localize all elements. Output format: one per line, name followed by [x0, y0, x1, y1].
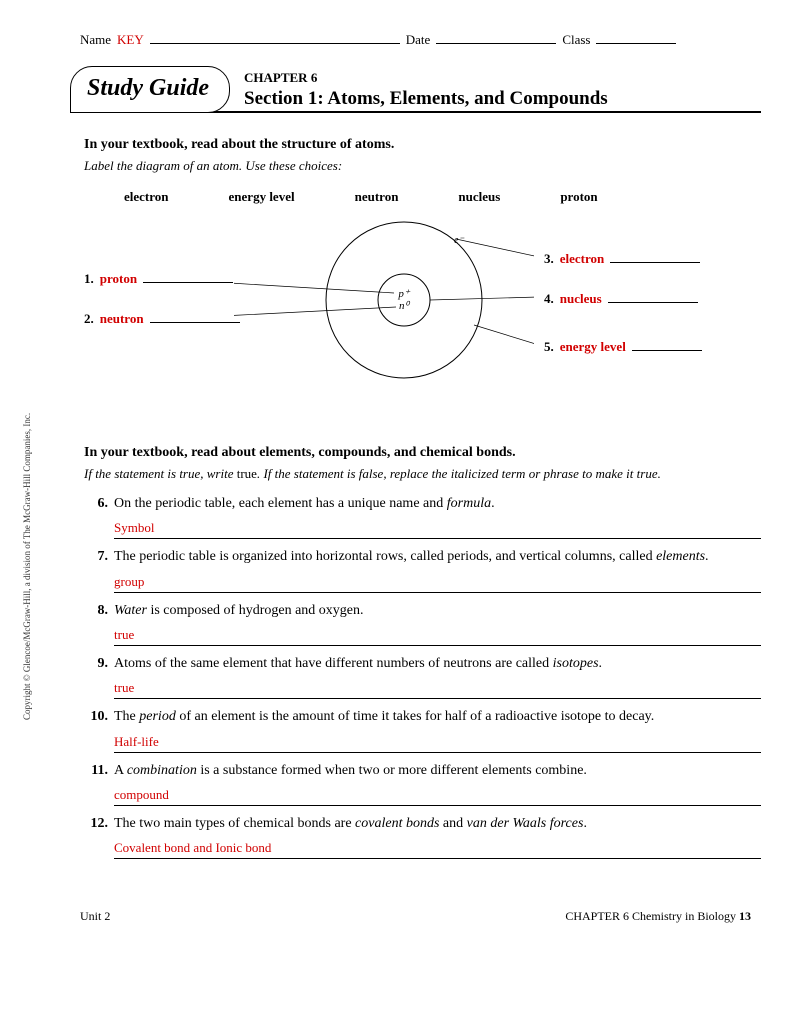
class-blank — [596, 30, 676, 44]
diagram-label-5: 5.energy level — [544, 339, 702, 355]
part2-heading: In your textbook, read about elements, c… — [84, 445, 761, 461]
chapter-label: CHAPTER 6 — [244, 70, 761, 86]
banner: Study Guide CHAPTER 6 Section 1: Atoms, … — [70, 66, 761, 113]
class-label: Class — [562, 32, 590, 48]
footer-left: Unit 2 — [80, 909, 110, 924]
choice: neutron — [355, 189, 399, 205]
name-key: KEY — [117, 32, 144, 48]
question-number: 6. — [84, 494, 114, 514]
answer-text: Symbol — [114, 520, 154, 535]
question: 11.A combination is a substance formed w… — [84, 761, 761, 781]
question-number: 8. — [84, 601, 114, 621]
question-text: The two main types of chemical bonds are… — [114, 814, 761, 834]
question-text: Water is composed of hydrogen and oxygen… — [114, 601, 761, 621]
question: 9.Atoms of the same element that have di… — [84, 654, 761, 674]
question-number: 10. — [84, 707, 114, 727]
choices-row: electron energy level neutron nucleus pr… — [124, 189, 761, 205]
question: 6.On the periodic table, each element ha… — [84, 494, 761, 514]
question-number: 11. — [84, 761, 114, 781]
study-guide-badge: Study Guide — [70, 66, 230, 113]
answer-text: Half-life — [114, 734, 159, 749]
answer-line: Half-life — [114, 734, 761, 753]
diagram-label-4: 4.nucleus — [544, 291, 698, 307]
part2: In your textbook, read about elements, c… — [84, 445, 761, 860]
answer-line: Symbol — [114, 520, 761, 539]
answer-text: true — [114, 627, 134, 642]
footer-right: CHAPTER 6 Chemistry in Biology 13 — [565, 909, 751, 924]
question-number: 12. — [84, 814, 114, 834]
answer-text: Covalent bond and Ionic bond — [114, 840, 271, 855]
question: 7.The periodic table is organized into h… — [84, 547, 761, 567]
question-text: The period of an element is the amount o… — [114, 707, 761, 727]
nucleus-p: p⁺ — [397, 288, 411, 300]
atom-svg: p⁺ n⁰ e⁻ — [234, 215, 534, 395]
question: 8.Water is composed of hydrogen and oxyg… — [84, 601, 761, 621]
header-fields: Name KEY Date Class — [80, 30, 761, 48]
choice: nucleus — [458, 189, 500, 205]
answer-text: true — [114, 680, 134, 695]
question-text: On the periodic table, each element has … — [114, 494, 761, 514]
date-label: Date — [406, 32, 431, 48]
choice: electron — [124, 189, 169, 205]
answer-text: group — [114, 574, 144, 589]
question-text: A combination is a substance formed when… — [114, 761, 761, 781]
date-blank — [436, 30, 556, 44]
answer-line: group — [114, 574, 761, 593]
question-number: 7. — [84, 547, 114, 567]
nucleus-n: n⁰ — [399, 300, 411, 312]
part2-instruction: If the statement is true, write true. If… — [84, 465, 761, 483]
answer-text: compound — [114, 787, 169, 802]
question-text: Atoms of the same element that have diff… — [114, 654, 761, 674]
choice: proton — [560, 189, 597, 205]
name-blank — [150, 30, 400, 44]
answer-line: true — [114, 680, 761, 699]
atom-diagram: p⁺ n⁰ e⁻ 1.proton 2.neutron 3.electron 4… — [84, 215, 761, 415]
questions-list: 6.On the periodic table, each element ha… — [84, 494, 761, 859]
diagram-label-1: 1.proton — [84, 271, 233, 287]
footer: Unit 2 CHAPTER 6 Chemistry in Biology 13 — [80, 909, 751, 924]
diagram-label-3: 3.electron — [544, 251, 700, 267]
part1-heading: In your textbook, read about the structu… — [84, 137, 761, 153]
question-text: The periodic table is organized into hor… — [114, 547, 761, 567]
question: 10.The period of an element is the amoun… — [84, 707, 761, 727]
choice: energy level — [229, 189, 295, 205]
part1-instruction: Label the diagram of an atom. Use these … — [84, 157, 761, 175]
answer-line: Covalent bond and Ionic bond — [114, 840, 761, 859]
copyright-vertical: Copyright © Glencoe/McGraw-Hill, a divis… — [22, 413, 32, 720]
name-label: Name — [80, 32, 111, 48]
question: 12.The two main types of chemical bonds … — [84, 814, 761, 834]
diagram-label-2: 2.neutron — [84, 311, 240, 327]
answer-line: true — [114, 627, 761, 646]
question-number: 9. — [84, 654, 114, 674]
section-title: Section 1: Atoms, Elements, and Compound… — [244, 88, 761, 110]
answer-line: compound — [114, 787, 761, 806]
